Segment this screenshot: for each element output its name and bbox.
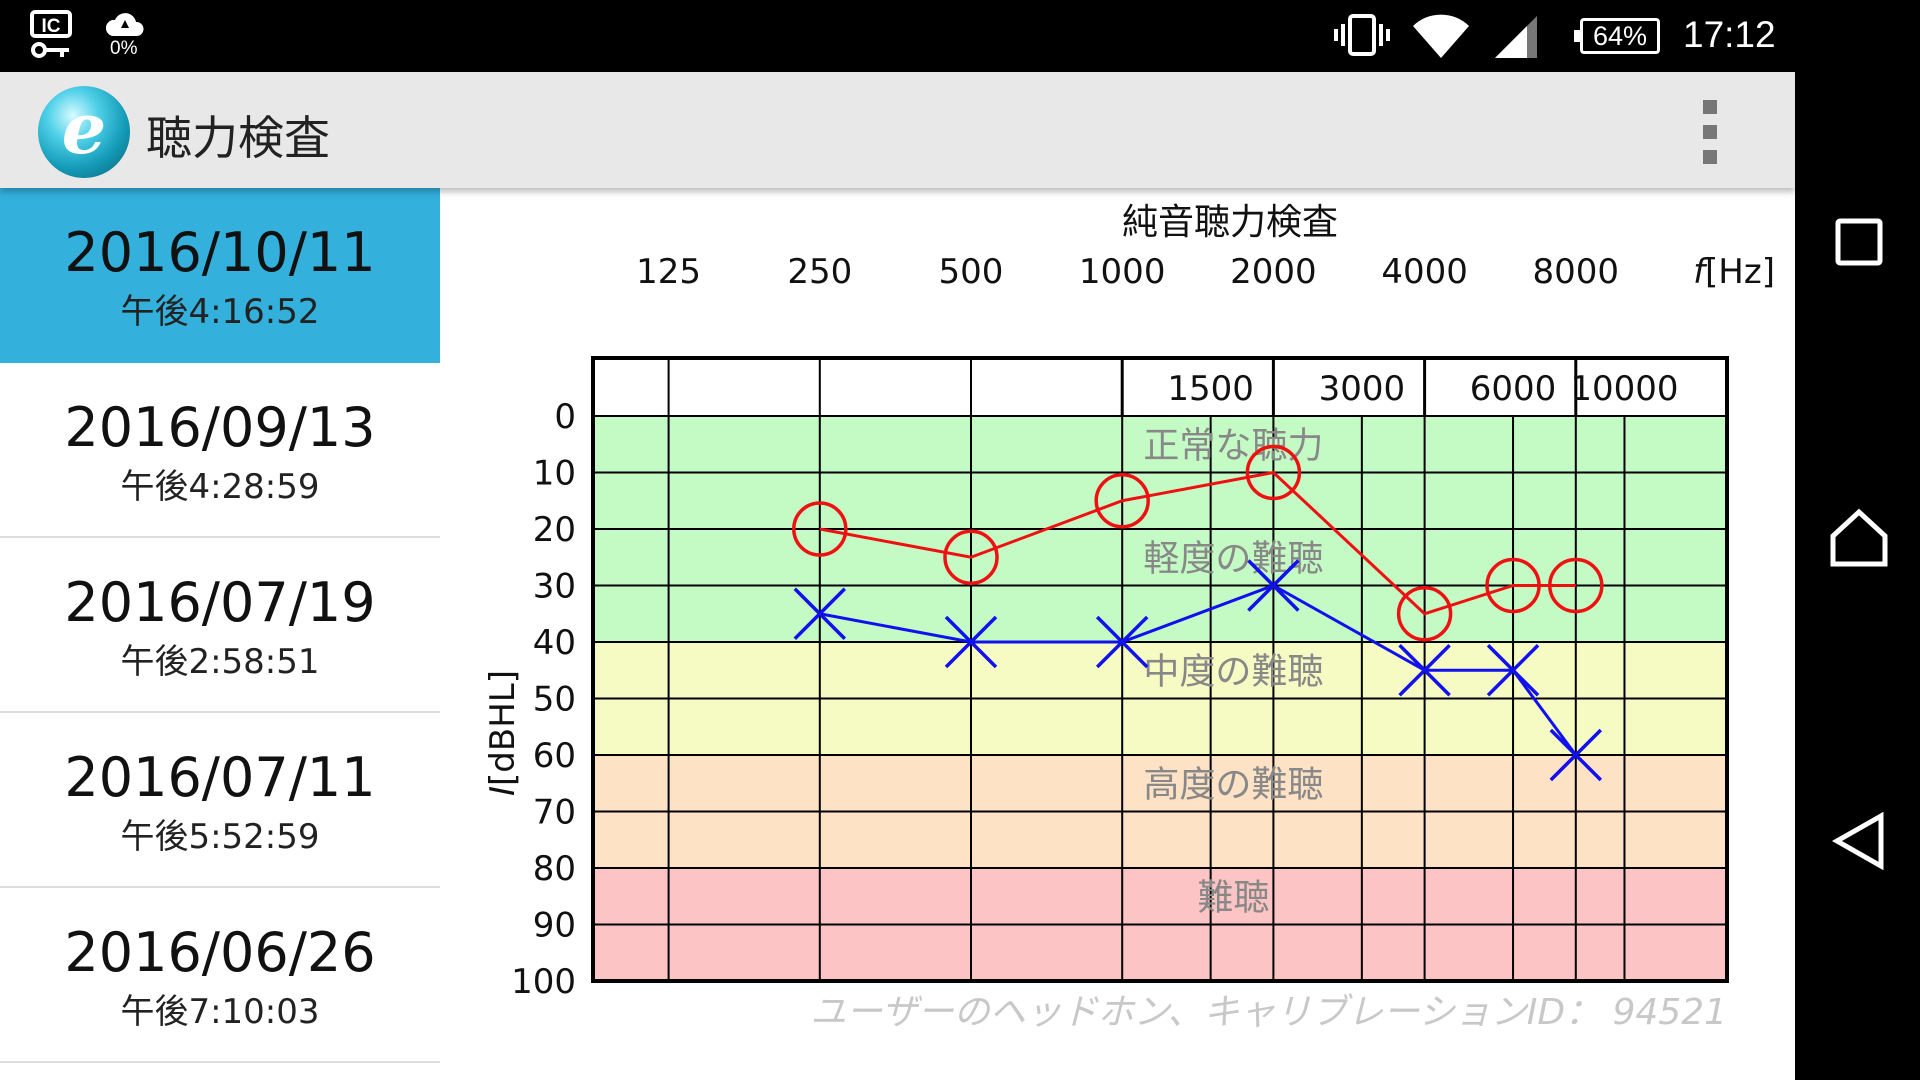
y-tick-label: 100 xyxy=(511,962,576,1002)
action-bar: e 聴力検査 xyxy=(0,72,1795,188)
right-ear-marker xyxy=(1245,444,1302,501)
list-item-time: 午後5:52:59 xyxy=(120,817,320,857)
y-tick-label: 80 xyxy=(533,849,576,889)
x-tick-label: 250 xyxy=(787,252,852,292)
chart-title: 純音聴力検査 xyxy=(1122,202,1338,243)
zone-label: 正常な聴力 xyxy=(1143,425,1323,466)
frequency-header-row xyxy=(593,358,1727,416)
x-tick-label: 1000 xyxy=(1079,252,1166,292)
home-icon[interactable] xyxy=(1829,508,1889,568)
x-tick-label: 3000 xyxy=(1319,369,1406,409)
zone-label: 中度の難聴 xyxy=(1143,651,1323,692)
hearing-zone-band xyxy=(593,416,1727,473)
y-tick-label: 40 xyxy=(533,623,576,663)
list-item-time: 午後4:16:52 xyxy=(120,292,320,332)
x-tick-label: 500 xyxy=(939,252,1004,292)
list-item-date: 2016/07/11 xyxy=(64,746,376,809)
left-ear-marker xyxy=(793,587,847,640)
app-logo-icon: e xyxy=(38,86,130,178)
y-tick-label: 70 xyxy=(533,793,576,833)
zone-label: 難聴 xyxy=(1197,877,1269,918)
cloud-sync-icon xyxy=(105,13,144,36)
svg-text:IC: IC xyxy=(42,16,61,37)
x-axis-label: f[Hz] xyxy=(1693,252,1775,292)
right-ear-marker xyxy=(943,529,999,585)
data-usage-text: 0% xyxy=(110,38,138,59)
chart-border xyxy=(591,356,1729,983)
list-item-time: 午後2:58:51 xyxy=(120,642,320,682)
right-ear-line xyxy=(819,470,1576,616)
list-item-date: 2016/10/11 xyxy=(64,221,376,284)
calibration-footnote: ユーザーのヘッドホン、キャリブレーションID： 94521 xyxy=(810,992,1727,1033)
status-bar: IC 0% 64% 17:12 xyxy=(0,0,1920,72)
cell-signal-icon xyxy=(1495,16,1537,58)
overflow-menu-icon[interactable] xyxy=(1700,100,1720,164)
y-tick-label: 20 xyxy=(533,510,576,550)
y-tick-label: 50 xyxy=(533,680,576,720)
navigation-bar xyxy=(1795,72,1920,1080)
recent-apps-icon[interactable] xyxy=(1835,218,1883,266)
y-tick-label: 10 xyxy=(533,454,576,494)
ic-key-icon: IC xyxy=(30,10,72,58)
y-axis-label: I[dBHL] xyxy=(483,670,523,796)
list-item[interactable]: 2016/10/11 午後4:16:52 xyxy=(0,188,440,363)
x-tick-label: 4000 xyxy=(1381,252,1468,292)
x-tick-label: 125 xyxy=(636,252,701,292)
audiogram-panel: 純音聴力検査 125 250 500 1000 2000 4000 8000 1500 3000 6… xyxy=(440,188,1795,1080)
list-item-date: 2016/06/26 xyxy=(64,921,376,984)
right-ear-marker xyxy=(1485,557,1541,614)
list-item-date: 2016/09/13 xyxy=(64,396,376,459)
left-ear-marker xyxy=(1247,559,1300,612)
right-ear-marker xyxy=(792,501,848,557)
list-item-time: 午後4:28:59 xyxy=(120,467,320,507)
y-tick-label: 90 xyxy=(533,906,576,946)
wifi-icon xyxy=(1413,14,1469,59)
left-ear-marker xyxy=(1398,644,1451,697)
back-icon[interactable] xyxy=(1831,812,1885,870)
x-tick-label: 8000 xyxy=(1533,252,1620,292)
left-ear-marker xyxy=(1486,644,1540,697)
y-tick-label: 60 xyxy=(533,736,576,776)
zone-label: 高度の難聴 xyxy=(1143,764,1323,805)
right-ear-marker xyxy=(1094,473,1150,529)
left-ear-marker xyxy=(1095,615,1149,669)
left-ear-marker xyxy=(944,615,998,669)
list-item-date: 2016/07/19 xyxy=(64,571,376,634)
left-ear-marker xyxy=(1549,728,1603,782)
y-tick-label: 30 xyxy=(533,567,576,607)
y-tick-label: 0 xyxy=(554,397,576,437)
right-ear-marker xyxy=(1548,557,1604,614)
x-tick-label: 2000 xyxy=(1230,252,1317,292)
list-item[interactable]: 2016/07/11 午後5:52:59 xyxy=(0,713,440,888)
vibrate-icon xyxy=(1334,14,1390,56)
list-item[interactable]: 2016/09/13 午後4:28:59 xyxy=(0,363,440,538)
clock-text: 17:12 xyxy=(1683,14,1776,55)
app-title: 聴力検査 xyxy=(146,111,330,165)
x-tick-label: 6000 xyxy=(1470,369,1557,409)
list-item-time: 午後7:10:03 xyxy=(120,992,320,1032)
list-item[interactable]: 2016/06/26 午後7:10:03 xyxy=(0,888,440,1063)
x-tick-label: 10000 xyxy=(1570,369,1678,409)
battery-icon: 64% xyxy=(1574,18,1660,54)
test-date-list: 2016/10/11 午後4:16:52 2016/09/13 午後4:28:5… xyxy=(0,188,440,1080)
x-tick-label: 1500 xyxy=(1167,369,1254,409)
zone-label: 軽度の難聴 xyxy=(1143,538,1323,579)
list-item[interactable]: 2016/07/19 午後2:58:51 xyxy=(0,538,440,713)
hearing-zone-band xyxy=(593,472,1727,642)
right-ear-marker xyxy=(1396,586,1453,642)
